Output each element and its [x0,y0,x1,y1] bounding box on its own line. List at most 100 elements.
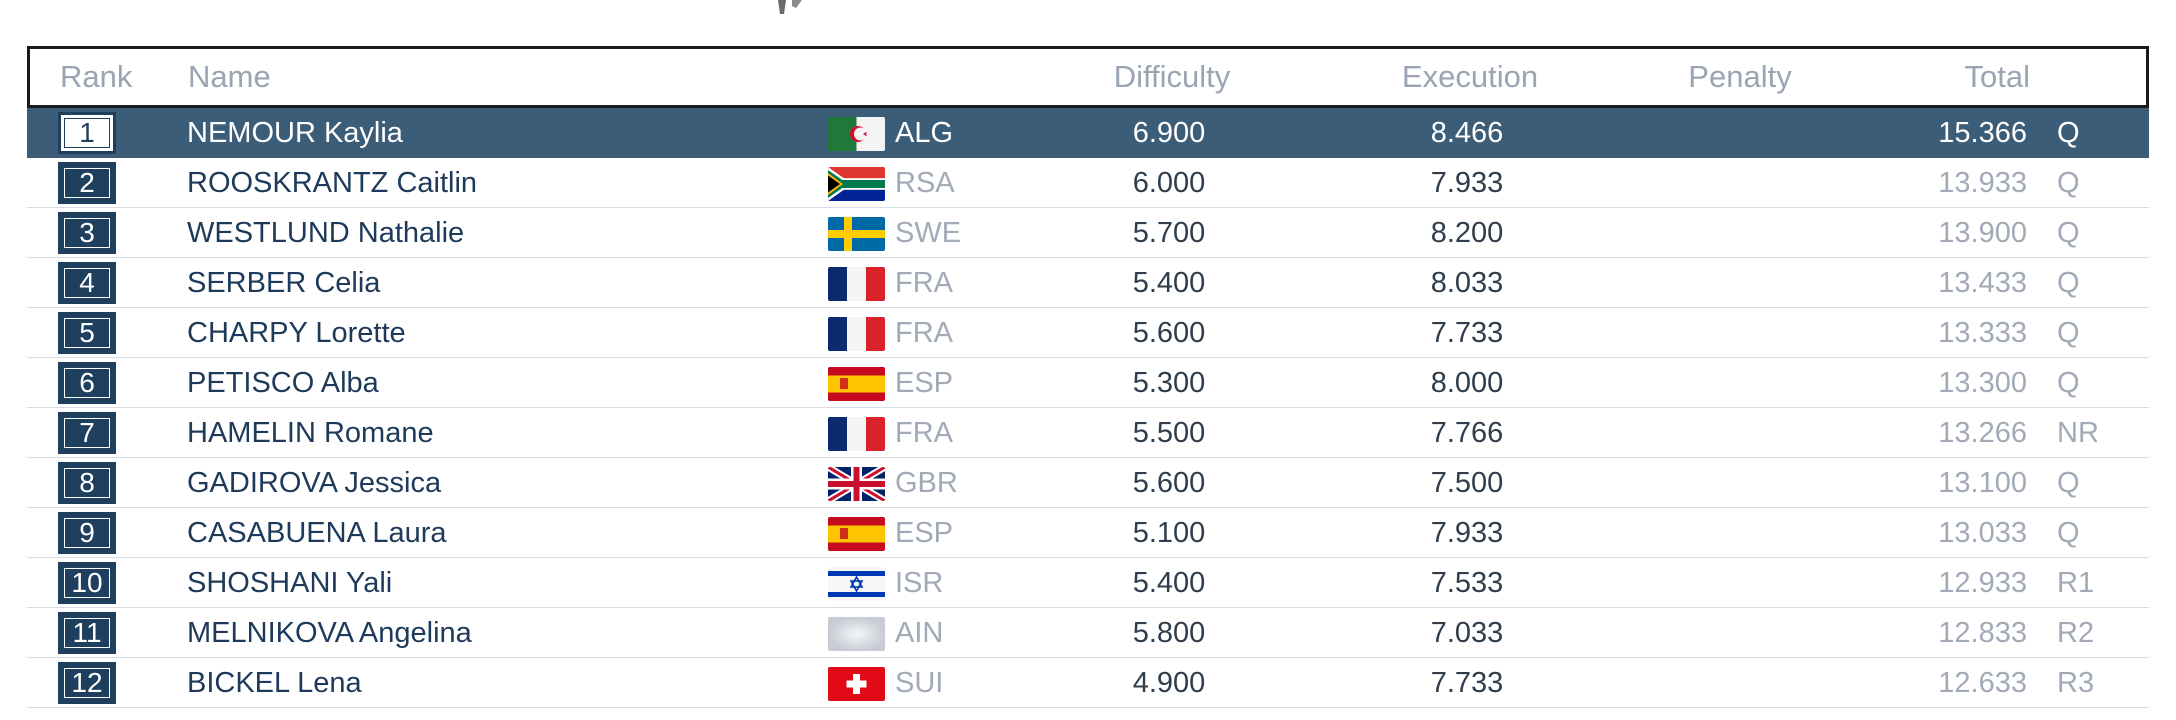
athlete-name: SERBER Celia [187,267,381,299]
athlete-name: NEMOUR Kaylia [187,117,403,149]
rank-badge: 11 [58,612,116,654]
isr-flag-icon [828,567,885,601]
header-total: Total [1964,59,2030,94]
table-row-3[interactable]: 3 WESTLUND Nathalie SWE 5.700 8.200 13.9… [27,208,2149,258]
rank-badge: 3 [58,212,116,254]
total-score: 13.333 [1938,317,2027,349]
table-row-11[interactable]: 11 MELNIKOVA Angelina AIN 5.800 7.033 12… [27,608,2149,658]
country-code: ESP [895,367,954,399]
rank-badge: 12 [58,662,116,704]
athlete-name: CHARPY Lorette [187,317,406,349]
total-score: 13.933 [1938,167,2027,199]
table-row-1[interactable]: 1 NEMOUR Kaylia ALG 6.900 8.466 15.366 Q [27,108,2149,158]
rank-badge: 10 [58,562,116,604]
table-body: 1 NEMOUR Kaylia ALG 6.900 8.466 15.366 Q… [27,108,2149,708]
country-code: FRA [895,417,953,449]
table-row-7[interactable]: 7 HAMELIN Romane FRA 5.500 7.766 13.266 … [27,408,2149,458]
athlete-name: ROOSKRANTZ Caitlin [187,167,478,199]
country-code: ESP [895,517,954,549]
country-code: FRA [895,317,953,349]
rank-badge: 6 [58,362,116,404]
table-row-5[interactable]: 5 CHARPY Lorette FRA 5.600 7.733 13.333 … [27,308,2149,358]
total-score: 12.633 [1938,667,2027,699]
country-code: RSA [895,167,955,199]
athlete-name: WESTLUND Nathalie [187,217,465,249]
total-score: 15.366 [1938,117,2027,149]
swe-flag-icon [828,217,885,251]
qualification-status: R1 [2057,567,2095,599]
total-score: 13.266 [1938,417,2027,449]
ain-flag-icon [828,617,885,651]
qualification-status: Q [2057,267,2080,299]
qualification-status: Q [2057,317,2080,349]
execution-score: 7.766 [1430,417,1504,449]
header-name: Name [188,59,271,94]
header-execution: Execution [1401,59,1539,94]
rank-value: 1 [64,118,110,148]
table-row-2[interactable]: 2 ROOSKRANTZ Caitlin RSA 6.000 7.933 13.… [27,158,2149,208]
execution-score: 8.033 [1430,267,1504,299]
rank-value: 11 [64,618,110,648]
esp-flag-icon [828,517,885,551]
qualification-status: R3 [2057,667,2095,699]
table-row-8[interactable]: 8 GADIROVA Jessica GBR 5.600 7.500 13.10… [27,458,2149,508]
header-rank: Rank [60,59,133,94]
rank-badge: 2 [58,162,116,204]
rank-value: 2 [64,168,110,198]
qualification-status: Q [2057,467,2080,499]
table-row-4[interactable]: 4 SERBER Celia FRA 5.400 8.033 13.433 Q [27,258,2149,308]
execution-score: 7.933 [1430,517,1504,549]
country-code: ALG [895,117,954,149]
difficulty-score: 6.000 [1132,167,1206,199]
country-code: FRA [895,267,953,299]
execution-score: 7.733 [1430,317,1504,349]
difficulty-score: 5.400 [1132,267,1206,299]
difficulty-score: 5.700 [1132,217,1206,249]
table-row-10[interactable]: 10 SHOSHANI Yali ISR 5.400 7.533 12.933 … [27,558,2149,608]
rank-badge: 1 [58,112,116,154]
execution-score: 8.200 [1430,217,1504,249]
rsa-flag-icon [828,167,885,201]
execution-score: 7.033 [1430,617,1504,649]
country-code: SWE [895,217,962,249]
qualification-status: Q [2057,217,2080,249]
qualification-status: R2 [2057,617,2095,649]
rank-value: 6 [64,368,110,398]
country-code: SUI [895,667,944,699]
country-code: GBR [895,467,958,499]
difficulty-score: 5.600 [1132,467,1206,499]
execution-score: 7.733 [1430,667,1504,699]
athlete-name: BICKEL Lena [187,667,362,699]
athlete-name: SHOSHANI Yali [187,567,393,599]
qualification-status: Q [2057,167,2080,199]
qualification-status: Q [2057,117,2080,149]
rank-value: 4 [64,268,110,298]
table-row-12[interactable]: 12 BICKEL Lena SUI 4.900 7.733 12.633 R3 [27,658,2149,708]
difficulty-score: 5.600 [1132,317,1206,349]
alg-flag-icon [828,117,885,151]
qualification-status: Q [2057,517,2080,549]
partial-graphic-fragment [778,0,802,14]
difficulty-score: 5.500 [1132,417,1206,449]
sui-flag-icon [828,667,885,701]
header-difficulty: Difficulty [1113,59,1231,94]
rank-badge: 9 [58,512,116,554]
esp-flag-icon [828,367,885,401]
rank-badge: 8 [58,462,116,504]
table-row-6[interactable]: 6 PETISCO Alba ESP 5.300 8.000 13.300 Q [27,358,2149,408]
table-row-9[interactable]: 9 CASABUENA Laura ESP 5.100 7.933 13.033… [27,508,2149,558]
rank-badge: 5 [58,312,116,354]
execution-score: 8.000 [1430,367,1504,399]
rank-value: 9 [64,518,110,548]
rank-value: 3 [64,218,110,248]
total-score: 12.833 [1938,617,2027,649]
total-score: 13.033 [1938,517,2027,549]
total-score: 13.300 [1938,367,2027,399]
total-score: 13.100 [1938,467,2027,499]
country-code: ISR [895,567,944,599]
qualification-status: NR [2057,417,2099,449]
rank-value: 8 [64,468,110,498]
total-score: 13.900 [1938,217,2027,249]
table-header: Rank Name Difficulty Execution Penalty T… [27,46,2149,108]
rank-badge: 7 [58,412,116,454]
